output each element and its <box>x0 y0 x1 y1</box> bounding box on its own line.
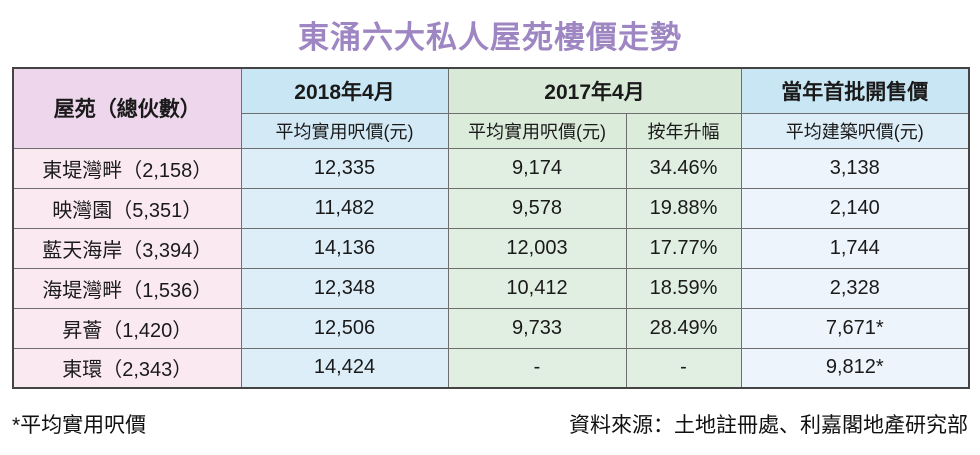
footer: *平均實用呎價 資料來源：土地註冊處、利嘉閣地產研究部 <box>12 409 968 439</box>
estate-name: 東堤灣畔（2,158） <box>12 147 242 189</box>
price-2017: 10,412 <box>447 267 627 309</box>
estate-name: 東環（2,343） <box>12 347 242 389</box>
subheader-2017-change: 按年升幅 <box>625 112 742 149</box>
price-2017: 9,733 <box>447 307 627 349</box>
launch-price: 1,744 <box>740 227 970 269</box>
estate-name: 昇薈（1,420） <box>12 307 242 349</box>
price-2017: 9,578 <box>447 187 627 229</box>
table-header-row-1: 屋苑（總伙數） 2018年4月 2017年4月 當年首批開售價 <box>12 67 970 149</box>
launch-price: 7,671* <box>740 307 970 349</box>
table-row: 東堤灣畔（2,158） 12,335 9,174 34.46% 3,138 <box>12 147 970 189</box>
table-header-row-2: 平均實用呎價(元) 平均實用呎價(元) 按年升幅 平均建築呎價(元) <box>13 112 970 149</box>
price-2017: - <box>447 347 627 389</box>
yoy-change: 28.49% <box>625 307 742 349</box>
footnote: *平均實用呎價 <box>12 414 147 437</box>
price-2018: 12,348 <box>240 267 449 309</box>
price-2017: 9,174 <box>447 147 627 189</box>
estate-name: 海堤灣畔（1,536） <box>12 267 242 309</box>
header-period-2018: 2018年4月 <box>240 67 449 114</box>
estate-name: 映灣園（5,351） <box>12 187 242 229</box>
yoy-change: 17.77% <box>625 227 742 269</box>
table-row: 昇薈（1,420） 12,506 9,733 28.49% 7,671* <box>12 307 970 349</box>
launch-price: 3,138 <box>740 147 970 189</box>
price-2018: 11,482 <box>240 187 449 229</box>
launch-price: 9,812* <box>740 347 970 389</box>
header-period-2017: 2017年4月 <box>447 67 742 114</box>
table-row: 藍天海岸（3,394） 14,136 12,003 17.77% 1,744 <box>12 227 970 269</box>
table-row: 東環（2,343） 14,424 - - 9,812* <box>12 347 970 389</box>
yoy-change: 34.46% <box>625 147 742 189</box>
header-launch: 當年首批開售價 <box>740 67 970 114</box>
infographic-page: 東涌六大私人屋苑樓價走勢 屋苑（總伙數） 2018年4月 2017年4月 當年首… <box>12 20 970 439</box>
table-row: 映灣園（5,351） 11,482 9,578 19.88% 2,140 <box>12 187 970 229</box>
launch-price: 2,328 <box>740 267 970 309</box>
table-row: 海堤灣畔（1,536） 12,348 10,412 18.59% 2,328 <box>12 267 970 309</box>
launch-price: 2,140 <box>740 187 970 229</box>
yoy-change: 19.88% <box>625 187 742 229</box>
data-source: 資料來源：土地註冊處、利嘉閣地產研究部 <box>569 414 968 437</box>
subheader-2018-price: 平均實用呎價(元) <box>240 112 449 149</box>
subheader-2017-price: 平均實用呎價(元) <box>447 112 627 149</box>
price-2018: 12,335 <box>240 147 449 189</box>
header-estate: 屋苑（總伙數） <box>12 67 242 149</box>
price-2018: 14,424 <box>240 347 449 389</box>
subheader-launch-price: 平均建築呎價(元) <box>740 112 970 149</box>
price-2018: 12,506 <box>240 307 449 349</box>
price-2017: 12,003 <box>447 227 627 269</box>
yoy-change: - <box>625 347 742 389</box>
estate-name: 藍天海岸（3,394） <box>12 227 242 269</box>
yoy-change: 18.59% <box>625 267 742 309</box>
price-2018: 14,136 <box>240 227 449 269</box>
page-title: 東涌六大私人屋苑樓價走勢 <box>298 20 682 55</box>
price-table: 屋苑（總伙數） 2018年4月 2017年4月 當年首批開售價 平均實用呎價(元… <box>12 67 970 389</box>
